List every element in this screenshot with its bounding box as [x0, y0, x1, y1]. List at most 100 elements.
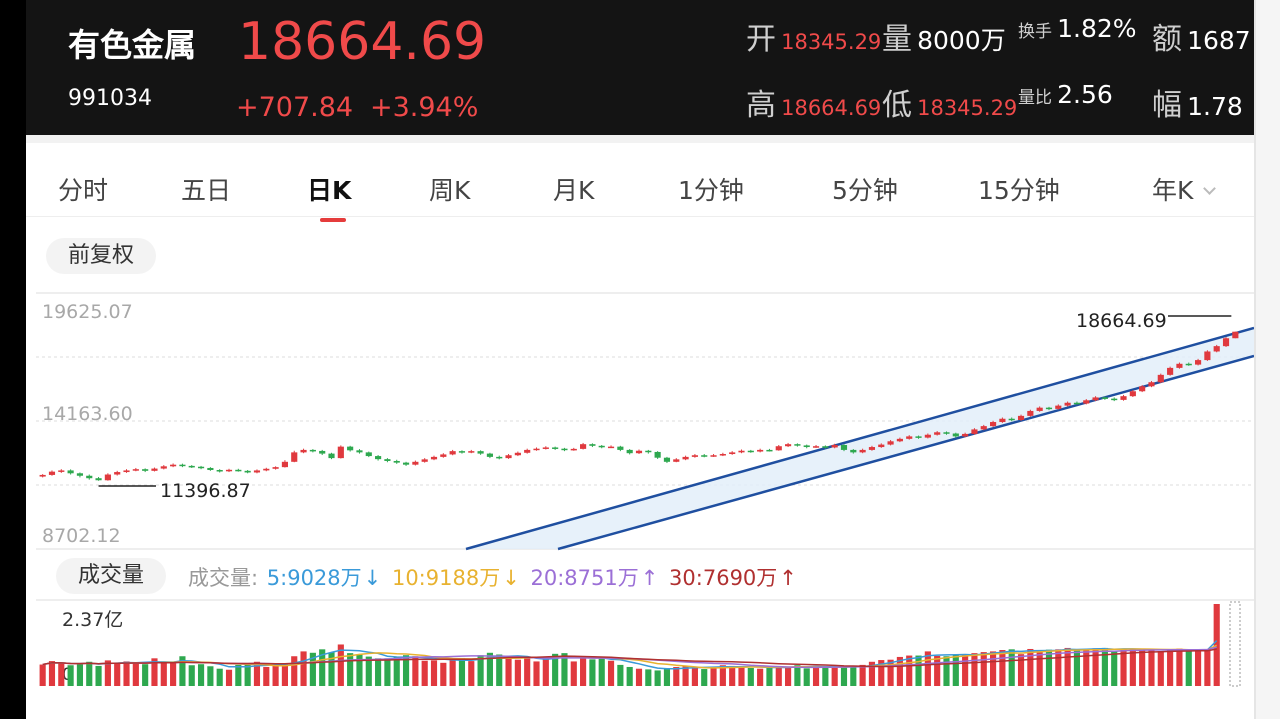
candle-body: [580, 444, 587, 449]
candle: [859, 448, 866, 454]
tab-yearly-k[interactable]: 年K: [1152, 171, 1217, 207]
volume-bar: [766, 667, 773, 686]
candle-body: [775, 446, 782, 451]
tab-intraday[interactable]: 分时: [58, 176, 109, 205]
tab-five-day[interactable]: 五日: [181, 176, 232, 205]
candle-body: [1213, 346, 1220, 352]
candle: [1027, 409, 1034, 417]
candle: [1036, 406, 1043, 412]
volume-bar: [840, 666, 848, 686]
candle: [328, 452, 335, 460]
candle: [701, 454, 708, 458]
candle-body: [943, 432, 950, 434]
stat-vol-ratio-value: 2.56: [1057, 80, 1113, 109]
candle: [123, 469, 130, 473]
stat-vol-ratio-label: 量比: [1018, 88, 1052, 108]
volume-bar: [142, 664, 149, 686]
volume-bar: [86, 661, 93, 686]
volume-bar: [244, 663, 251, 686]
volume-bar: [710, 666, 717, 686]
candle: [197, 465, 205, 470]
volume-indicator-button[interactable]: 成交量: [56, 558, 167, 594]
volume-bar: [104, 660, 111, 686]
candle: [719, 452, 726, 457]
candle: [840, 444, 848, 452]
candle: [1232, 331, 1239, 339]
candle-body: [971, 429, 978, 434]
volume-bar: [980, 652, 987, 686]
stat-turnover-value: 1.82%: [1057, 14, 1137, 43]
stat-amount-value: 1687: [1187, 26, 1251, 55]
candle-body: [365, 452, 372, 457]
volume-bar: [39, 664, 46, 686]
candle-body: [524, 449, 531, 453]
candle-body: [272, 467, 279, 469]
candle: [244, 470, 251, 474]
candle: [300, 448, 307, 454]
stock-detail-page: 有色金属 991034 18664.69 +707.84 +3.94% 开 18…: [26, 0, 1254, 719]
candle: [86, 474, 93, 480]
candle: [402, 461, 410, 466]
adjust-toggle-button[interactable]: 前复权: [46, 238, 157, 274]
candle-body: [440, 454, 447, 457]
side-scroll-strip: [1254, 0, 1280, 719]
candle-body: [216, 470, 223, 472]
volume-bar: [375, 658, 382, 686]
candle: [1101, 396, 1108, 400]
candle-body: [682, 456, 689, 460]
volume-bar: [58, 663, 65, 686]
candle-body: [1101, 397, 1108, 399]
candle-body: [1157, 374, 1164, 383]
candle-body: [757, 449, 764, 452]
candle: [365, 451, 372, 458]
candle-body: [458, 451, 466, 453]
candle-body: [1027, 410, 1034, 416]
tab-5min[interactable]: 5分钟: [832, 176, 898, 205]
candle-body: [1167, 367, 1174, 375]
candle: [1092, 396, 1099, 402]
candle-body: [67, 470, 74, 474]
candle: [104, 473, 111, 481]
tab-15min[interactable]: 15分钟: [978, 176, 1060, 205]
volume-bar: [170, 662, 177, 686]
volume-bar: [300, 651, 307, 686]
volume-bar: [468, 661, 475, 686]
volume-bar: [319, 649, 326, 686]
candle: [1167, 366, 1174, 376]
active-tab-indicator: [320, 218, 346, 222]
volume-bar: [309, 652, 316, 686]
quote-header: 有色金属 991034 18664.69 +707.84 +3.94% 开 18…: [26, 0, 1254, 135]
candle: [216, 469, 223, 473]
candle-body: [86, 475, 93, 479]
candle-body: [207, 467, 214, 471]
candle: [906, 435, 913, 440]
candle-body: [1083, 400, 1090, 404]
volume-bar: [645, 669, 652, 686]
volume-bar: [1204, 648, 1211, 686]
tab-monthly-k[interactable]: 月K: [553, 176, 595, 205]
tab-daily-k[interactable]: 日K: [307, 176, 352, 205]
y-tick-label-2: 8702.12: [42, 525, 121, 547]
candle: [691, 454, 698, 458]
stat-amplitude-value: 1.78: [1187, 92, 1243, 121]
candle-body: [1185, 363, 1192, 366]
candle-body: [1111, 398, 1118, 401]
volume-bar: [971, 653, 978, 686]
candle-body: [1092, 397, 1099, 401]
volume-zero-label: 0: [62, 665, 73, 685]
tab-1min[interactable]: 1分钟: [678, 176, 744, 205]
candle: [458, 450, 466, 454]
volume-bar: [1157, 651, 1164, 686]
volume-bar: [486, 652, 493, 686]
volume-bar: [607, 660, 615, 686]
tab-weekly-k[interactable]: 周K: [429, 176, 471, 205]
candle-body: [840, 444, 848, 450]
candle-body: [766, 449, 773, 452]
volume-bar: [496, 654, 503, 686]
volume-bar: [132, 662, 139, 686]
volume-bar: [1101, 647, 1108, 686]
candlestick-chart: 19625.07 14163.60 8702.12 18664.69 11396.87 2…: [36, 292, 1254, 687]
candle: [486, 452, 493, 459]
candle: [794, 443, 801, 447]
volume-bar: [701, 669, 708, 686]
